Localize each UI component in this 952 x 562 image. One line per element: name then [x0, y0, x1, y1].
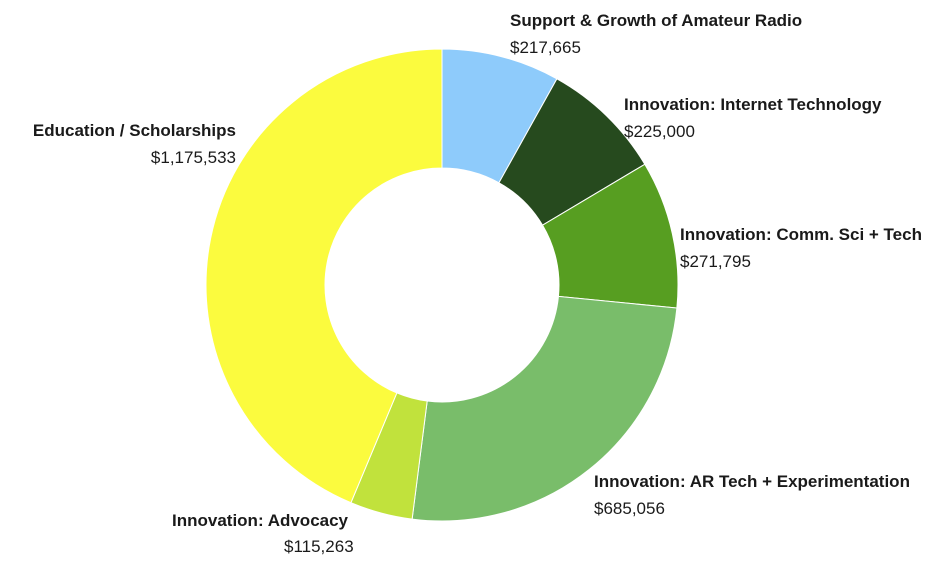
slices-group	[205, 48, 679, 522]
value-advocacy: $115,263	[284, 537, 354, 556]
value-support-growth: $217,665	[510, 38, 581, 57]
value-comm-sci-tech: $271,795	[680, 252, 751, 271]
value-ar-tech: $685,056	[594, 499, 665, 518]
label-ar-tech: Innovation: AR Tech + Experimentation	[594, 472, 910, 491]
slice-5	[205, 48, 443, 504]
labels-group: Support & Growth of Amateur Radio $217,6…	[33, 11, 922, 556]
slice-3	[411, 295, 678, 522]
label-comm-sci-tech: Innovation: Comm. Sci + Tech	[680, 225, 922, 244]
label-education: Education / Scholarships	[33, 121, 236, 140]
label-support-growth: Support & Growth of Amateur Radio	[510, 11, 802, 30]
label-advocacy: Innovation: Advocacy	[172, 511, 349, 530]
label-internet-technology: Innovation: Internet Technology	[624, 95, 882, 114]
value-internet-technology: $225,000	[624, 122, 695, 141]
value-education: $1,175,533	[151, 148, 236, 167]
